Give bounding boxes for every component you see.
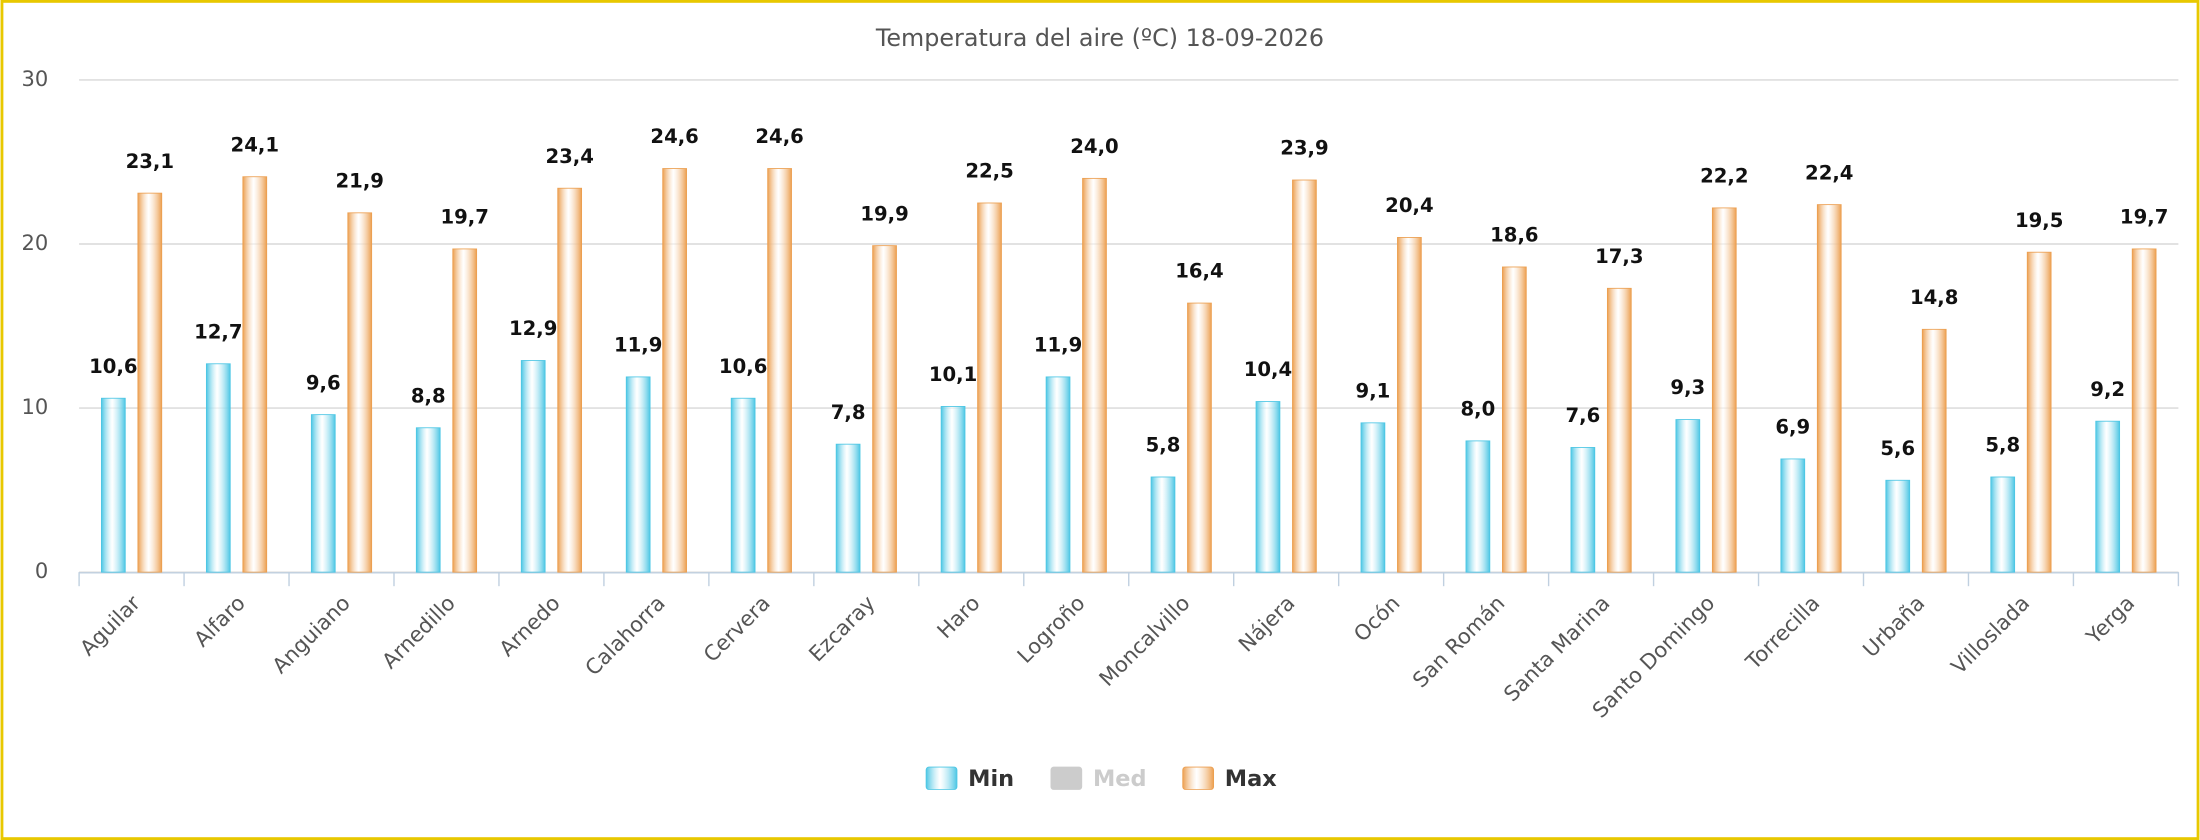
data-label: 5,8 [1146,434,1181,457]
bar [1255,401,1281,573]
bar [1502,266,1527,573]
data-label: 17,3 [1595,245,1643,268]
y-tick-label: 30 [21,66,48,91]
bar [1045,376,1071,573]
bar [310,414,336,573]
bar [835,443,861,573]
bar [1397,237,1422,573]
data-label: 23,9 [1280,137,1328,160]
data-label: 23,1 [126,150,174,173]
data-label: 24,6 [755,125,803,148]
bar [730,397,756,573]
data-label: 20,4 [1385,194,1433,217]
bar [1990,476,2016,573]
legend-label[interactable]: Med [1093,766,1147,792]
data-label: 8,0 [1461,398,1496,421]
data-label: 9,1 [1356,379,1391,402]
bar [977,202,1002,573]
data-label: 14,8 [1910,286,1958,309]
data-label: 5,8 [1985,434,2020,457]
bar [1816,204,1842,573]
data-label: 5,6 [1880,437,1915,460]
bar [1292,179,1317,573]
data-label: 22,2 [1700,165,1748,188]
data-label: 12,9 [509,317,557,340]
legend-label[interactable]: Min [968,766,1014,792]
data-label: 9,2 [2090,378,2125,401]
bar [137,192,163,573]
data-label: 11,9 [614,334,662,357]
data-label: 12,7 [194,320,242,343]
bar [1780,458,1806,573]
bar [1570,447,1596,573]
data-label: 10,6 [89,355,137,378]
data-label: 24,0 [1070,135,1118,158]
data-label: 22,5 [965,160,1013,183]
data-label: 21,9 [336,169,384,192]
bar [205,363,231,573]
data-label: 8,8 [411,384,446,407]
bar [2026,251,2052,573]
bar [625,376,651,573]
bar [872,245,897,573]
data-label: 7,6 [1565,404,1600,427]
legend-swatch [925,766,958,790]
chart-title: Temperatura del aire (ºC) 18-09-2026 [875,24,1324,52]
bar [1885,479,1911,573]
data-label: 10,4 [1244,358,1292,381]
data-label: 9,3 [1670,376,1705,399]
bar [415,427,441,573]
bar [1465,440,1491,573]
bar [101,397,126,573]
legend-swatch [1182,766,1215,790]
bar [520,360,546,573]
bar [1150,476,1176,573]
bar [557,187,583,573]
data-label: 16,4 [1175,260,1223,283]
data-label: 7,8 [831,401,866,424]
legend-swatch [1050,766,1083,790]
data-label: 9,6 [306,371,341,394]
data-label: 6,9 [1775,416,1810,439]
bar [940,406,966,573]
data-label: 24,1 [231,133,279,156]
bar [1082,177,1107,573]
data-label: 23,4 [545,145,593,168]
bar [347,212,373,573]
data-label: 19,5 [2015,209,2063,232]
bar [1360,422,1386,573]
data-label: 10,1 [929,363,977,386]
bar [242,176,268,573]
bar [452,248,478,573]
bar [1711,207,1737,573]
bar [1187,302,1212,573]
bar [2095,420,2121,573]
data-label: 11,9 [1034,334,1082,357]
y-tick-label: 10 [21,394,48,419]
y-tick-label: 0 [35,558,48,583]
data-label: 19,7 [2120,206,2168,229]
data-label: 19,9 [860,202,908,225]
bar [1921,328,1947,573]
data-label: 19,7 [440,206,488,229]
bar [1675,419,1701,573]
bar [2131,248,2157,573]
y-tick-label: 20 [21,230,48,255]
legend-label[interactable]: Max [1225,766,1277,792]
data-label: 22,4 [1805,161,1853,184]
data-label: 10,6 [719,355,767,378]
bar [1606,287,1632,573]
bar [662,168,687,573]
bar [767,168,792,573]
data-label: 24,6 [650,125,698,148]
data-label: 18,6 [1490,224,1538,247]
